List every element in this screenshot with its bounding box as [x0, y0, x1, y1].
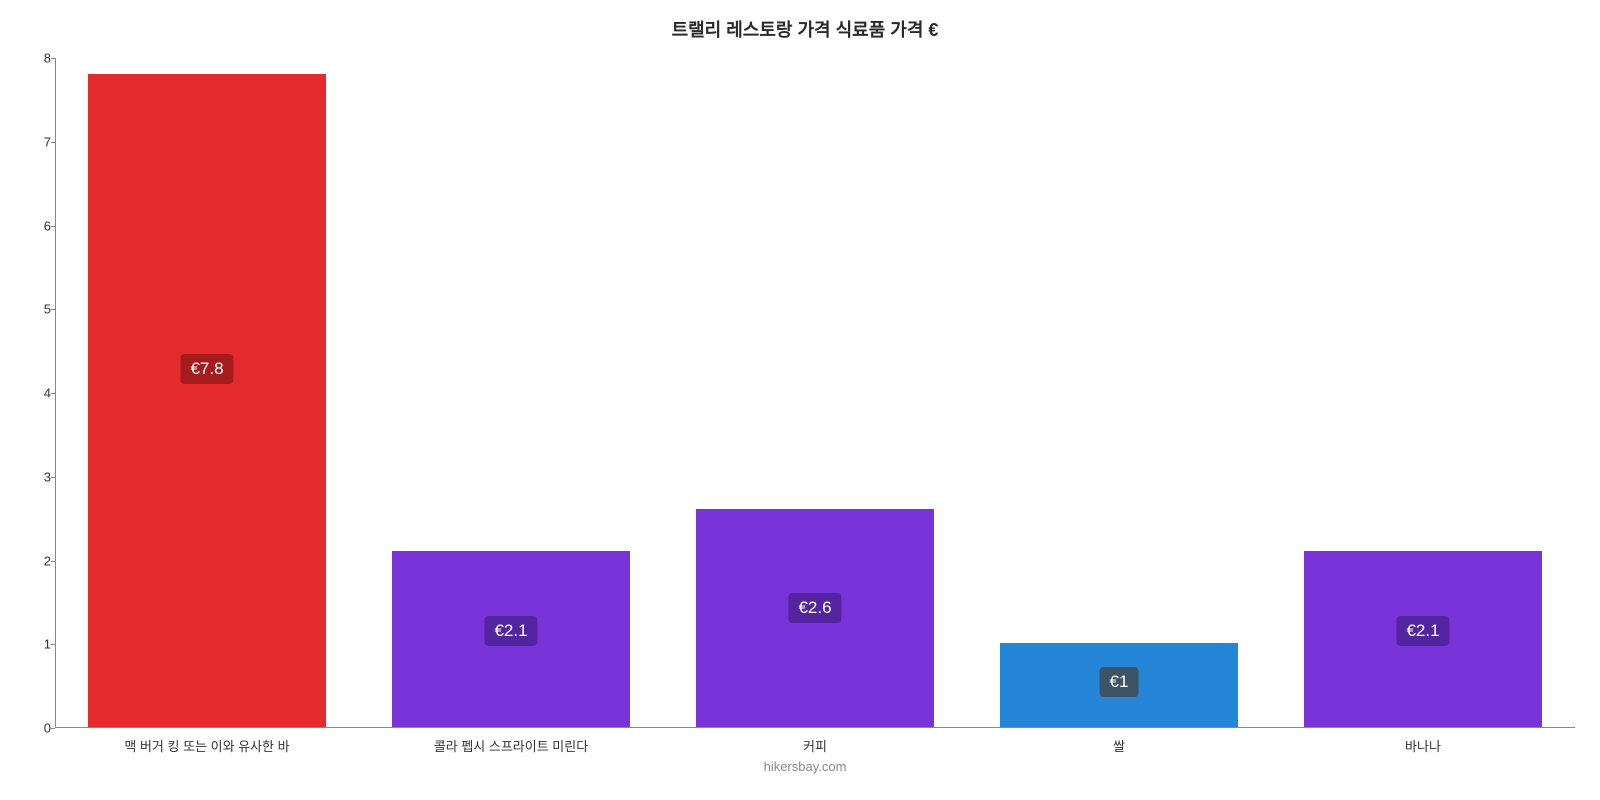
- y-tick-mark: [51, 393, 55, 394]
- x-category-label: 콜라 펩시 스프라이트 미린다: [434, 736, 588, 755]
- y-tick-mark: [51, 561, 55, 562]
- y-tick-label: 8: [27, 51, 51, 66]
- x-axis: [55, 727, 1575, 728]
- y-tick-mark: [51, 58, 55, 59]
- y-tick-mark: [51, 644, 55, 645]
- y-tick-label: 2: [27, 553, 51, 568]
- y-axis: [55, 58, 56, 728]
- y-tick-label: 1: [27, 637, 51, 652]
- y-tick-label: 6: [27, 218, 51, 233]
- y-tick-label: 0: [27, 721, 51, 736]
- y-tick-mark: [51, 142, 55, 143]
- plot-area: 012345678€7.8맥 버거 킹 또는 이와 유사한 바€2.1콜라 펩시…: [55, 58, 1575, 728]
- x-category-label: 맥 버거 킹 또는 이와 유사한 바: [124, 736, 289, 755]
- chart-title: 트랠리 레스토랑 가격 식료품 가격 €: [35, 10, 1575, 58]
- x-category-label: 바나나: [1405, 736, 1441, 755]
- bar-value-label: €1: [1100, 667, 1139, 697]
- bar-value-label: €2.6: [788, 593, 841, 623]
- bar-value-label: €2.1: [484, 616, 537, 646]
- credit-label: hikersbay.com: [764, 759, 847, 774]
- y-tick-mark: [51, 477, 55, 478]
- bar-value-label: €7.8: [180, 354, 233, 384]
- price-chart: 트랠리 레스토랑 가격 식료품 가격 € 012345678€7.8맥 버거 킹…: [35, 10, 1575, 780]
- bar-value-label: €2.1: [1396, 616, 1449, 646]
- bar: [88, 74, 325, 727]
- y-tick-label: 5: [27, 302, 51, 317]
- y-tick-label: 3: [27, 469, 51, 484]
- y-tick-label: 4: [27, 386, 51, 401]
- y-tick-mark: [51, 226, 55, 227]
- x-category-label: 커피: [803, 736, 827, 755]
- y-tick-label: 7: [27, 134, 51, 149]
- y-tick-mark: [51, 309, 55, 310]
- y-tick-mark: [51, 728, 55, 729]
- x-category-label: 쌀: [1113, 736, 1125, 755]
